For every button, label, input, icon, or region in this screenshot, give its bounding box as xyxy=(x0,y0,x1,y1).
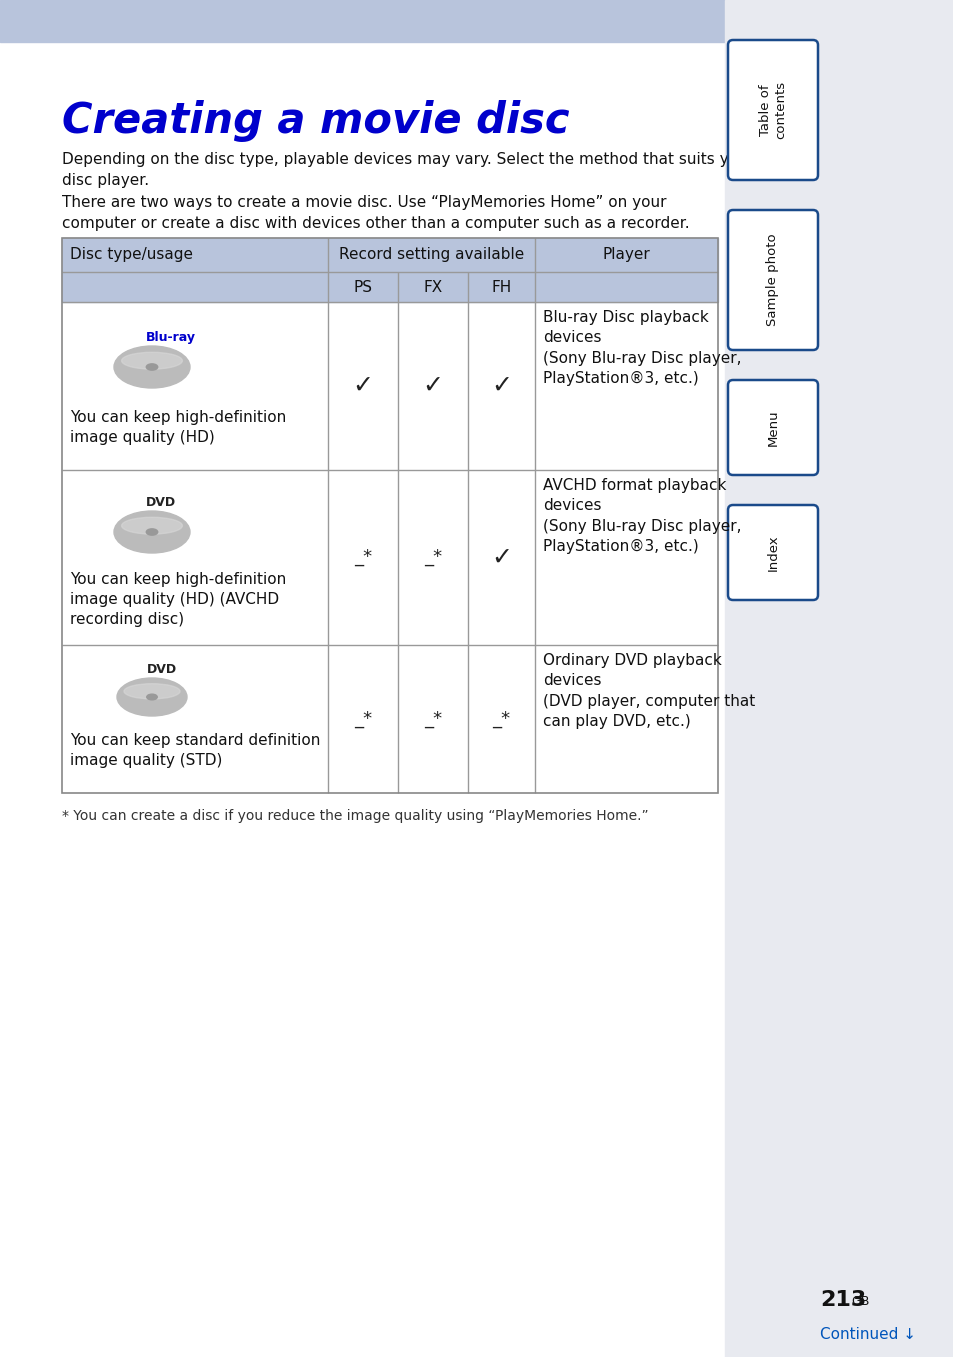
Text: FH: FH xyxy=(491,280,511,294)
Text: _*: _* xyxy=(492,710,510,727)
Text: Blu-ray Disc playback
devices
(Sony Blu-ray Disc player,
PlayStation®3, etc.): Blu-ray Disc playback devices (Sony Blu-… xyxy=(542,309,740,387)
Text: Continued ↓: Continued ↓ xyxy=(820,1327,915,1342)
Text: 213: 213 xyxy=(820,1291,865,1310)
Text: Blu-ray: Blu-ray xyxy=(146,331,196,343)
Text: Menu: Menu xyxy=(765,410,779,446)
Text: ✓: ✓ xyxy=(352,375,374,398)
Text: You can keep high-definition
image quality (HD) (AVCHD
recording disc): You can keep high-definition image quali… xyxy=(70,573,286,627)
Text: GB: GB xyxy=(850,1295,868,1308)
Bar xyxy=(724,0,953,1357)
Text: _*: _* xyxy=(423,548,441,566)
FancyBboxPatch shape xyxy=(727,505,817,600)
Bar xyxy=(62,237,718,792)
Bar xyxy=(0,0,953,42)
Text: You can keep high-definition
image quality (HD): You can keep high-definition image quali… xyxy=(70,410,286,445)
Ellipse shape xyxy=(113,346,190,388)
Text: DVD: DVD xyxy=(146,495,176,509)
Text: * You can create a disc if you reduce the image quality using “PlayMemories Home: * You can create a disc if you reduce th… xyxy=(62,809,648,822)
FancyBboxPatch shape xyxy=(727,380,817,475)
Text: Table of
contents: Table of contents xyxy=(759,81,786,138)
Text: There are two ways to create a movie disc. Use “PlayMemories Home” on your
compu: There are two ways to create a movie dis… xyxy=(62,195,689,231)
Ellipse shape xyxy=(146,364,157,370)
Text: PS: PS xyxy=(354,280,372,294)
Text: You can keep standard definition
image quality (STD): You can keep standard definition image q… xyxy=(70,733,320,768)
Text: FX: FX xyxy=(423,280,442,294)
Text: _*: _* xyxy=(354,548,372,566)
Ellipse shape xyxy=(146,529,157,535)
Text: Record setting available: Record setting available xyxy=(338,247,523,262)
Bar xyxy=(62,271,718,303)
Text: Depending on the disc type, playable devices may vary. Select the method that su: Depending on the disc type, playable dev… xyxy=(62,152,753,189)
Text: Sample photo: Sample photo xyxy=(765,233,779,326)
Text: ✓: ✓ xyxy=(491,546,512,570)
Text: Index: Index xyxy=(765,535,779,571)
Ellipse shape xyxy=(121,353,182,369)
Ellipse shape xyxy=(113,512,190,554)
Text: _*: _* xyxy=(354,710,372,727)
Bar xyxy=(62,237,718,792)
Text: DVD: DVD xyxy=(147,664,176,676)
Ellipse shape xyxy=(117,678,187,716)
Text: Creating a movie disc: Creating a movie disc xyxy=(62,100,569,142)
Text: Ordinary DVD playback
devices
(DVD player, computer that
can play DVD, etc.): Ordinary DVD playback devices (DVD playe… xyxy=(542,653,755,729)
Bar xyxy=(62,237,718,271)
Text: AVCHD format playback
devices
(Sony Blu-ray Disc player,
PlayStation®3, etc.): AVCHD format playback devices (Sony Blu-… xyxy=(542,478,740,554)
Ellipse shape xyxy=(124,684,180,699)
Ellipse shape xyxy=(147,695,157,700)
Text: ✓: ✓ xyxy=(491,375,512,398)
Text: Disc type/usage: Disc type/usage xyxy=(70,247,193,262)
Ellipse shape xyxy=(121,517,182,535)
Text: _*: _* xyxy=(423,710,441,727)
FancyBboxPatch shape xyxy=(727,39,817,180)
FancyBboxPatch shape xyxy=(727,210,817,350)
Text: Player: Player xyxy=(602,247,650,262)
Text: ✓: ✓ xyxy=(422,375,443,398)
